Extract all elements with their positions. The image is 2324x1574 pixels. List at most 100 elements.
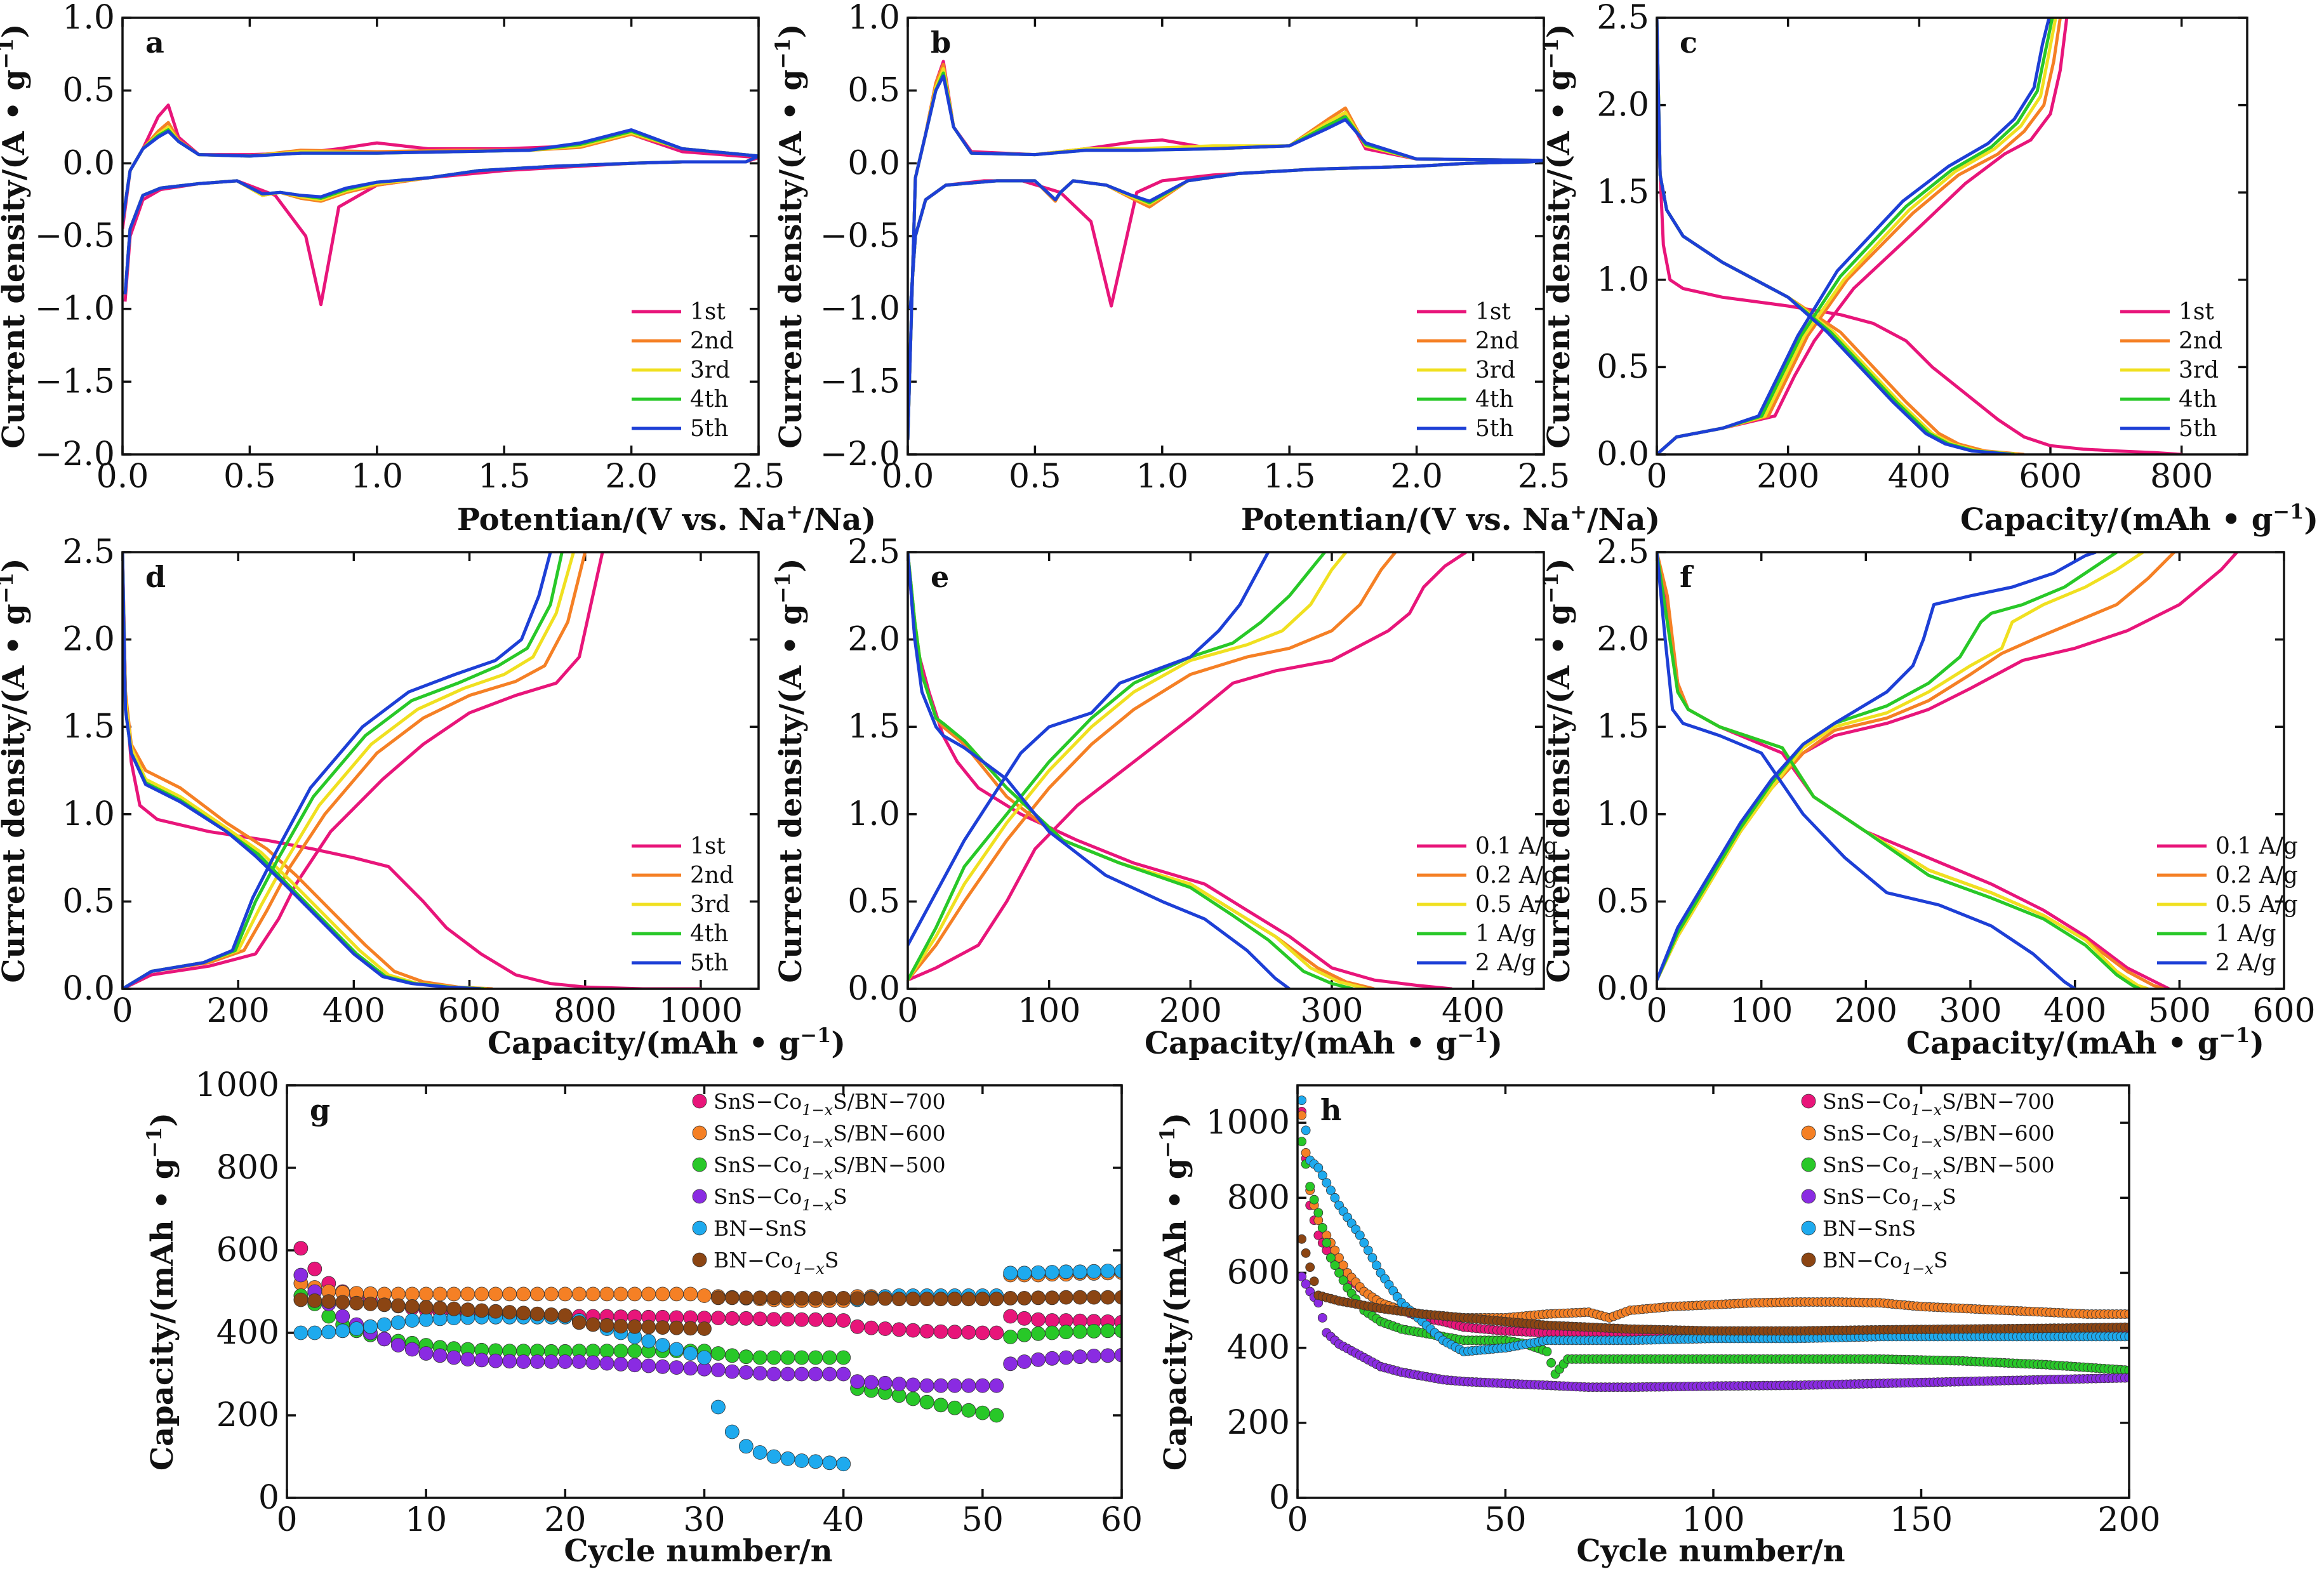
data-point	[1114, 1290, 1122, 1305]
data-point	[1298, 1137, 1306, 1146]
panel-letter: e	[931, 560, 949, 594]
data-point	[878, 1291, 893, 1306]
data-point	[293, 1292, 309, 1307]
x-axis-label: Capacity/(mAh • g−1)	[488, 1023, 846, 1061]
data-point	[1100, 1323, 1115, 1339]
legend-label-main: SnS−Co	[714, 1089, 802, 1114]
y-tick-label: 0.0	[847, 144, 900, 182]
legend-label: 3rd	[2179, 357, 2219, 383]
data-point	[613, 1286, 628, 1302]
y-tick-label: 600	[1227, 1253, 1290, 1292]
legend-label: SnS−Co1−xS/BN−700	[1823, 1089, 2055, 1119]
series-line-3rd	[123, 552, 488, 989]
data-point	[752, 1445, 767, 1460]
legend-marker	[692, 1157, 707, 1172]
data-point	[697, 1288, 712, 1303]
x-tick-label: 800	[554, 992, 616, 1030]
data-point	[1114, 1264, 1122, 1278]
x-tick-label: 0	[897, 992, 918, 1030]
data-point	[669, 1286, 684, 1302]
data-point	[377, 1332, 392, 1347]
x-axis-label: Cycle number/n	[564, 1533, 832, 1569]
x-axis-label-superscript: −1	[2219, 1023, 2250, 1047]
y-axis-label-text: Capacity/(mAh • g	[145, 1158, 180, 1471]
legend-label: 5th	[1475, 416, 1514, 442]
y-tick-label: 1.5	[62, 708, 115, 746]
data-point	[1114, 1347, 1122, 1363]
y-tick-label: 0.0	[1597, 970, 1649, 1008]
data-point	[905, 1323, 920, 1338]
legend-label: 0.5 A/g	[2215, 892, 2298, 918]
data-point	[794, 1291, 809, 1306]
series-line-5th	[123, 128, 759, 294]
legend-label-main: SnS−Co	[714, 1153, 802, 1177]
x-axis-label-text: Potentian/(V vs. Na	[1241, 502, 1570, 538]
data-point	[544, 1286, 559, 1302]
x-tick-label: 0	[112, 992, 133, 1030]
y-axis-label-superscript: −1	[0, 38, 18, 69]
data-point	[418, 1312, 434, 1327]
data-point	[780, 1366, 795, 1382]
data-point	[1371, 1260, 1381, 1270]
legend-label: 2nd	[690, 328, 734, 354]
data-point	[1031, 1326, 1046, 1341]
data-point	[683, 1346, 698, 1361]
data-point	[794, 1312, 809, 1327]
data-point	[724, 1348, 740, 1363]
x-axis-label: Capacity/(mAh • g−1)	[1960, 499, 2318, 538]
legend-label-main: SnS−Co	[714, 1121, 802, 1146]
data-point	[1305, 1182, 1315, 1191]
legend-label: 3rd	[1475, 357, 1515, 383]
data-point	[836, 1457, 851, 1472]
data-point	[961, 1378, 976, 1393]
data-point	[989, 1325, 1004, 1340]
data-point	[1309, 1276, 1319, 1286]
y-tick-label: 1.5	[1597, 708, 1649, 746]
data-point	[752, 1366, 767, 1381]
x-tick-label: 2.5	[733, 458, 785, 496]
y-tick-label: 2.0	[1597, 621, 1649, 659]
data-point	[836, 1313, 851, 1328]
y-axis-label: Capacity/(mAh • g−1)	[142, 1113, 180, 1471]
data-point	[919, 1378, 934, 1393]
y-tick-label: 400	[1227, 1329, 1290, 1367]
x-tick-label: 200	[1159, 992, 1222, 1030]
y-axis-label-text: Current density/(A • g	[773, 604, 809, 982]
series-line-05ag	[1657, 552, 2144, 981]
data-point	[516, 1306, 531, 1321]
data-point	[293, 1325, 309, 1340]
data-point	[808, 1350, 823, 1365]
x-tick-label: 0	[1287, 1501, 1308, 1539]
y-tick-label: 1.5	[847, 708, 900, 746]
data-point	[864, 1375, 879, 1390]
data-point	[1301, 1148, 1311, 1158]
data-point	[418, 1346, 434, 1361]
series-line-3rd	[1657, 18, 2057, 454]
y-tick-label: 800	[216, 1149, 279, 1187]
data-point	[919, 1394, 934, 1410]
x-tick-label: 0.0	[96, 458, 149, 496]
panel-b: 0.0 0.5 1.0 1.5 2.0 2.5 −2.0 −1.5 −1.0 −0.5 0.0 0.5…	[771, 0, 1660, 538]
series-line-1st	[1657, 18, 2182, 454]
series-line-5th	[123, 552, 552, 989]
x-axis-label-superscript: −1	[800, 1023, 831, 1047]
y-tick-label: −1.0	[820, 290, 900, 328]
data-point	[307, 1261, 322, 1276]
legend-label-rest: S	[1942, 1184, 1956, 1209]
data-point	[947, 1325, 962, 1340]
data-point	[933, 1378, 948, 1393]
data-point	[711, 1290, 726, 1306]
x-axis-label-superscript: +	[1570, 499, 1587, 524]
legend-marker	[692, 1125, 707, 1141]
data-point	[1058, 1264, 1073, 1280]
data-point	[641, 1319, 656, 1335]
data-point	[613, 1344, 628, 1359]
data-point	[1003, 1309, 1018, 1324]
data-point	[933, 1324, 948, 1339]
data-point	[460, 1302, 475, 1318]
x-axis-label-text: Capacity/(mAh • g	[1960, 502, 2273, 538]
data-point	[432, 1348, 448, 1363]
data-point	[766, 1366, 781, 1382]
data-point	[891, 1292, 906, 1307]
